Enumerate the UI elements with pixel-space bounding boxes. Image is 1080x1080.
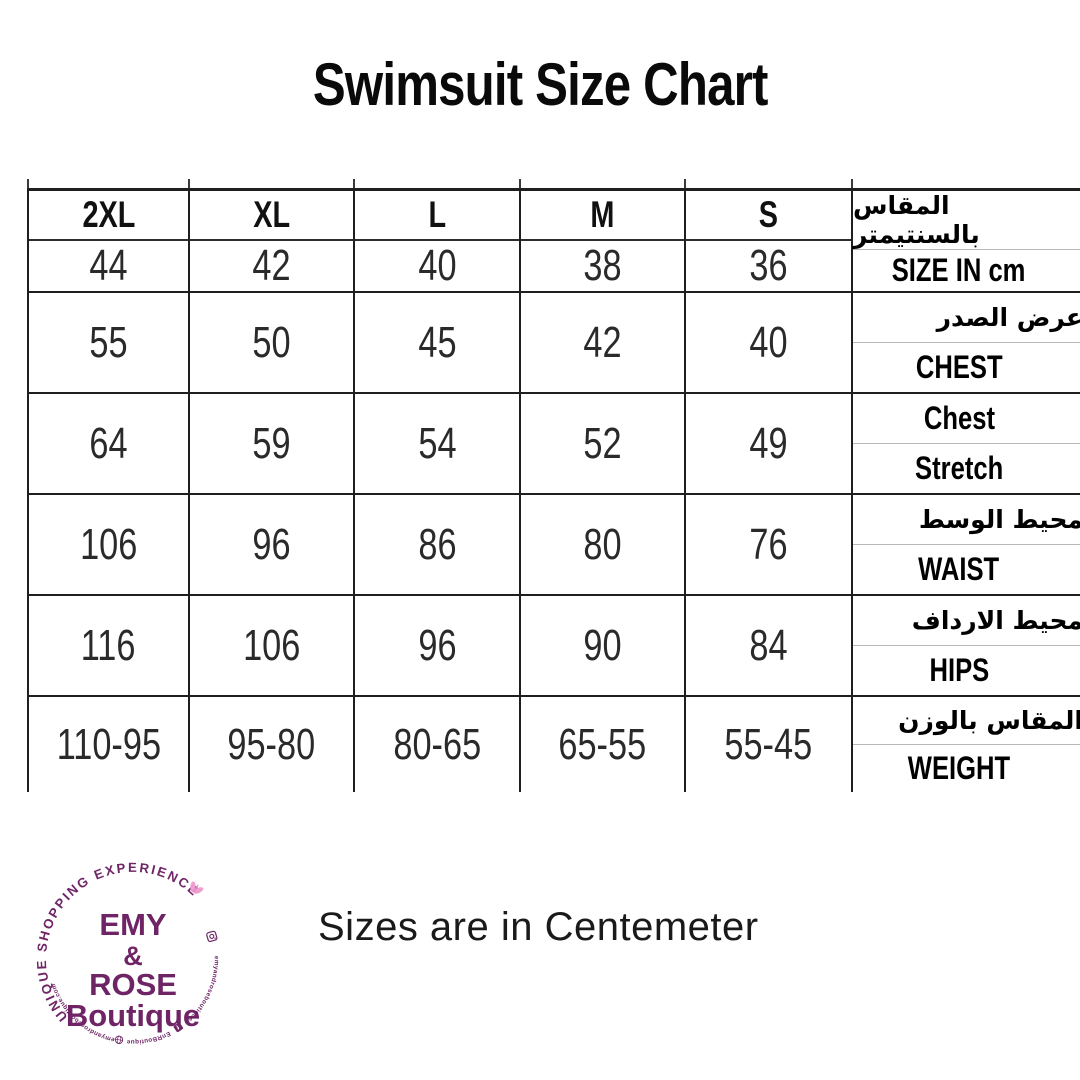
facebook-f-glyph: f — [174, 1023, 180, 1030]
table-row-weight: 110-95 95-80 80-65 65-55 55-45 المقاس با… — [29, 697, 1080, 792]
value-cell: 55 — [89, 317, 128, 367]
instagram-handle-arc: emyandroseboutique — [186, 956, 220, 1023]
size-header: S — [758, 194, 779, 235]
value-cell: 80 — [583, 519, 622, 569]
value-cell: 96 — [417, 620, 457, 670]
size-value: 36 — [749, 241, 788, 290]
value-cell: 54 — [417, 418, 457, 468]
page-title-text: Swimsuit Size Chart — [312, 51, 768, 118]
row-label-cell: عرض الصدر CHEST — [853, 293, 1080, 392]
border-tick — [188, 179, 190, 188]
value-cell: 42 — [583, 317, 622, 367]
size-column-s: S 36 — [686, 191, 853, 291]
value-cell: 96 — [252, 519, 291, 569]
row-label-cell: محيط الارداف HIPS — [853, 596, 1080, 695]
row-label-english: HIPS — [929, 652, 989, 688]
value-cell: 76 — [749, 519, 788, 569]
value-cell: 50 — [252, 317, 291, 367]
row-label-arabic: محيط الارداف — [853, 596, 1080, 646]
table-row-chest: 55 50 45 42 40 عرض الصدر CHEST — [29, 293, 1080, 394]
row-label-english: WAIST — [918, 551, 1000, 587]
row-label-arabic: المقاس بالسنتيمتر — [853, 191, 1080, 250]
table-row-waist: 106 96 86 80 76 محيط الوسط WAIST — [29, 495, 1080, 596]
size-column-xl: XL 42 — [190, 191, 355, 291]
value-cell: 59 — [252, 418, 291, 468]
value-cell: 110-95 — [56, 719, 161, 769]
size-value: 42 — [252, 241, 291, 290]
size-header: XL — [253, 194, 290, 235]
logo-line-amp: & — [123, 941, 143, 971]
value-cell: 45 — [417, 317, 457, 367]
size-column-m: M 38 — [521, 191, 686, 291]
size-column-l: L 40 — [355, 191, 521, 291]
value-cell: 90 — [583, 620, 622, 670]
logo-line-rose: ROSE — [89, 967, 177, 1002]
row-label-cell: محيط الوسط WAIST — [853, 495, 1080, 594]
logo-line-emy: EMY — [99, 907, 167, 942]
units-note: Sizes are in Centemeter — [318, 905, 759, 949]
page-title: Swimsuit Size Chart — [0, 50, 1080, 119]
instagram-icon — [206, 930, 218, 943]
value-cell: 55-45 — [724, 719, 813, 769]
row-label-english: CHEST — [915, 349, 1003, 385]
value-cell: 86 — [417, 519, 457, 569]
value-cell: 65-55 — [558, 719, 647, 769]
size-value: 38 — [583, 241, 622, 290]
row-label-english: Chest — [923, 400, 995, 436]
value-cell: 106 — [79, 519, 138, 569]
value-cell: 116 — [81, 620, 136, 670]
border-tick — [353, 179, 355, 188]
table-row-chest-stretch: 64 59 54 52 49 Chest Stretch — [29, 394, 1080, 495]
border-tick — [27, 179, 29, 188]
instagram-handle-text: emyandroseboutique — [186, 956, 219, 1023]
row-label-arabic: المقاس بالوزن — [853, 697, 1080, 745]
size-header: 2XL — [82, 194, 135, 235]
size-value: 40 — [417, 241, 457, 290]
row-label-cell: المقاس بالسنتيمتر SIZE IN cm — [853, 191, 1080, 291]
globe-icon — [114, 1035, 124, 1044]
table-row-hips: 116 106 96 90 84 محيط الارداف HIPS — [29, 596, 1080, 697]
border-tick — [851, 179, 853, 188]
row-label-arabic: محيط الوسط — [853, 495, 1080, 545]
row-label-arabic: عرض الصدر — [853, 293, 1080, 343]
facebook-icon: f — [173, 1022, 183, 1033]
border-tick — [684, 179, 686, 188]
value-cell: 64 — [89, 418, 128, 468]
value-cell: 106 — [242, 620, 301, 670]
value-cell: 95-80 — [227, 719, 316, 769]
size-table: 2XL 44 XL 42 L 40 M 38 S 36 المقاس بالسن… — [27, 188, 1080, 792]
table-row-sizes: 2XL 44 XL 42 L 40 M 38 S 36 المقاس بالسن… — [29, 191, 1080, 293]
size-column-2xl: 2XL 44 — [29, 191, 190, 291]
value-cell: 80-65 — [393, 719, 481, 769]
size-header: M — [590, 194, 615, 235]
row-label-english: SIZE IN cm — [892, 252, 1026, 288]
butterfly-icon — [190, 881, 204, 894]
row-label-english: WEIGHT — [907, 750, 1011, 786]
row-label-cell: Chest Stretch — [853, 394, 1080, 493]
value-cell: 49 — [749, 418, 788, 468]
row-label-english: Stretch — [914, 450, 1004, 486]
value-cell: 40 — [749, 317, 788, 367]
value-cell: 52 — [583, 418, 622, 468]
value-cell: 84 — [749, 620, 788, 670]
size-value: 44 — [89, 241, 128, 290]
border-tick — [519, 179, 521, 188]
row-label-cell: المقاس بالوزن WEIGHT — [853, 697, 1080, 792]
size-header: L — [428, 194, 446, 235]
